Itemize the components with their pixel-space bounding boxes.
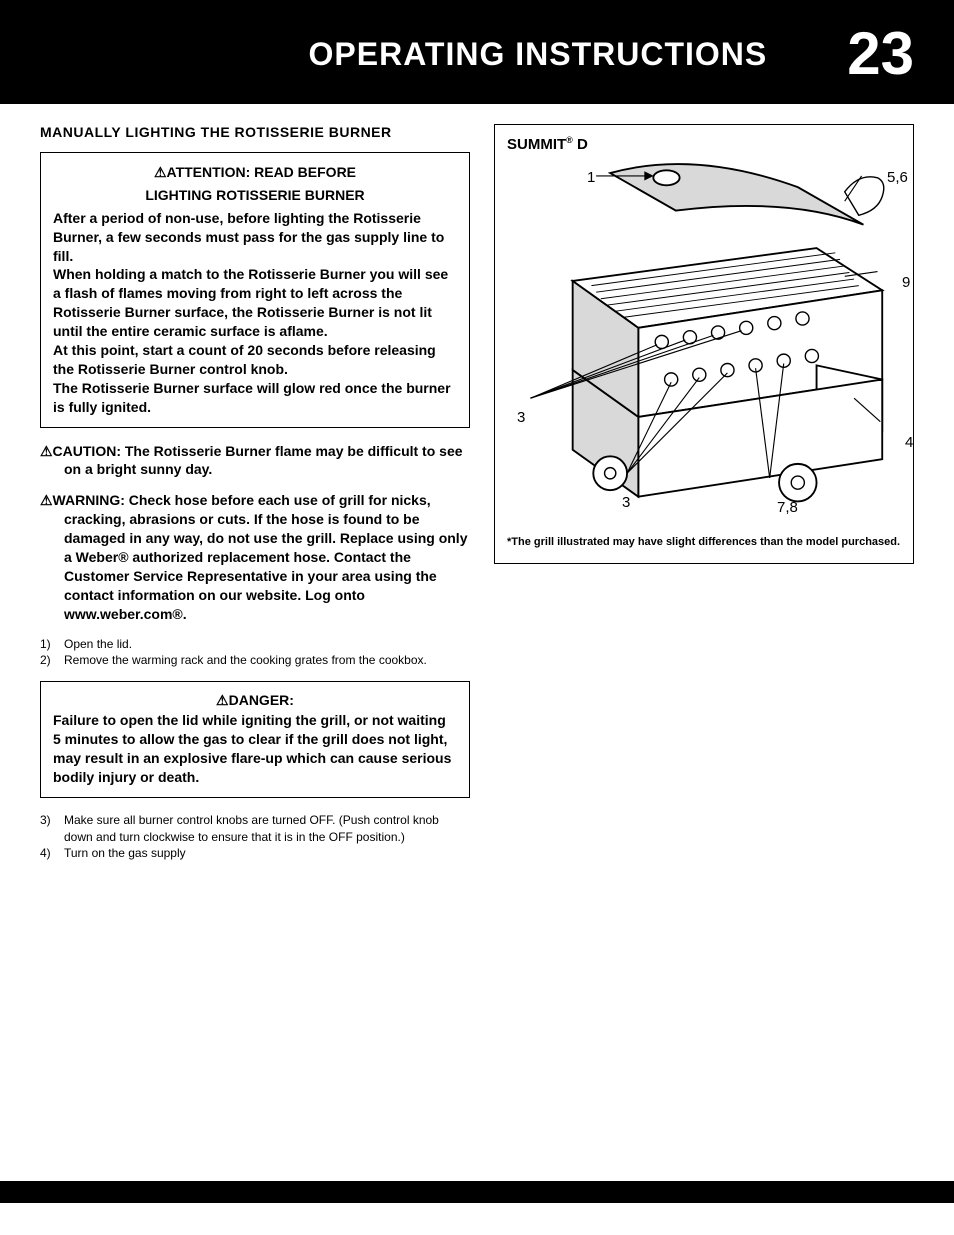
callout-3b: 3 bbox=[622, 494, 630, 511]
list-item: 4)Turn on the gas supply bbox=[40, 845, 470, 862]
list-item: 3)Make sure all burner control knobs are… bbox=[40, 812, 470, 846]
left-column: MANUALLY LIGHTING THE ROTISSERIE BURNER … bbox=[40, 124, 470, 874]
list-item: 1)Open the lid. bbox=[40, 636, 470, 653]
callout-78: 7,8 bbox=[777, 499, 798, 516]
attention-heading-1: ⚠ATTENTION: READ BEFORE bbox=[53, 163, 457, 182]
callout-3a: 3 bbox=[517, 409, 525, 426]
attention-box: ⚠ATTENTION: READ BEFORE LIGHTING ROTISSE… bbox=[40, 152, 470, 428]
steps-list-b: 3)Make sure all burner control knobs are… bbox=[40, 812, 470, 862]
attention-para-2: When holding a match to the Rotisserie B… bbox=[53, 265, 457, 341]
warning-paragraph: ⚠WARNING: Check hose before each use of … bbox=[40, 491, 470, 623]
right-column: SUMMIT® D bbox=[494, 124, 914, 874]
figure-box: SUMMIT® D bbox=[494, 124, 914, 564]
list-item: 2)Remove the warming rack and the cookin… bbox=[40, 652, 470, 669]
attention-heading-2: LIGHTING ROTISSERIE BURNER bbox=[53, 186, 457, 205]
grill-illustration: 1 5,6 9 3 4 3 7,8 bbox=[507, 159, 901, 529]
danger-box: ⚠DANGER: Failure to open the lid while i… bbox=[40, 681, 470, 798]
caution-paragraph: ⚠CAUTION: The Rotisserie Burner flame ma… bbox=[40, 442, 470, 480]
steps-list-a: 1)Open the lid. 2)Remove the warming rac… bbox=[40, 636, 470, 670]
callout-1: 1 bbox=[587, 169, 595, 186]
attention-para-4: The Rotisserie Burner surface will glow … bbox=[53, 379, 457, 417]
figure-title: SUMMIT® D bbox=[507, 135, 901, 153]
callout-9: 9 bbox=[902, 274, 910, 291]
danger-heading: ⚠DANGER: bbox=[53, 692, 457, 709]
attention-para-1: After a period of non-use, before lighti… bbox=[53, 209, 457, 266]
danger-body: Failure to open the lid while igniting t… bbox=[53, 711, 457, 787]
figure-caption: *The grill illustrated may have slight d… bbox=[507, 535, 901, 549]
attention-para-3: At this point, start a count of 20 secon… bbox=[53, 341, 457, 379]
callout-4: 4 bbox=[905, 434, 913, 451]
section-heading: MANUALLY LIGHTING THE ROTISSERIE BURNER bbox=[40, 124, 470, 140]
header-band: OPERATING INSTRUCTIONS 23 bbox=[0, 0, 954, 104]
registered-icon: ® bbox=[566, 135, 573, 145]
grill-svg bbox=[507, 159, 901, 506]
callout-56: 5,6 bbox=[887, 169, 908, 186]
page-number: 23 bbox=[847, 24, 914, 84]
page-title: OPERATING INSTRUCTIONS bbox=[309, 36, 768, 73]
footer-band bbox=[0, 1181, 954, 1203]
